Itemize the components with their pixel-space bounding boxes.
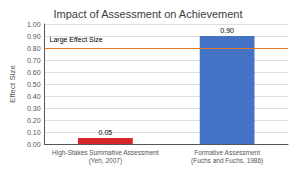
svg-text:0.50: 0.50 [27, 81, 41, 88]
svg-text:0.60: 0.60 [27, 69, 41, 76]
svg-text:0.10: 0.10 [27, 129, 41, 136]
svg-text:0.20: 0.20 [27, 117, 41, 124]
svg-text:1.00: 1.00 [27, 21, 41, 28]
svg-text:0.30: 0.30 [27, 105, 41, 112]
svg-text:0.70: 0.70 [27, 57, 41, 64]
svg-text:0.40: 0.40 [27, 93, 41, 100]
svg-text:0.90: 0.90 [27, 33, 41, 40]
svg-text:Impact of Assessment on Achiev: Impact of Assessment on Achievement [54, 8, 243, 20]
svg-text:(Fuchs and Fuchs, 1986): (Fuchs and Fuchs, 1986) [191, 157, 263, 165]
svg-text:0.05: 0.05 [99, 129, 113, 136]
svg-text:0.90: 0.90 [220, 27, 234, 34]
svg-text:Effect Size: Effect Size [8, 64, 17, 103]
svg-text:0.00: 0.00 [27, 141, 41, 148]
svg-text:High-Stakes Summative Assessme: High-Stakes Summative Assessment [52, 149, 159, 157]
svg-text:Large Effect Size: Large Effect Size [50, 36, 103, 44]
svg-text:(Yeh, 2007): (Yeh, 2007) [89, 157, 122, 165]
svg-text:0.80: 0.80 [27, 45, 41, 52]
svg-text:Formative Assessment: Formative Assessment [194, 149, 260, 156]
